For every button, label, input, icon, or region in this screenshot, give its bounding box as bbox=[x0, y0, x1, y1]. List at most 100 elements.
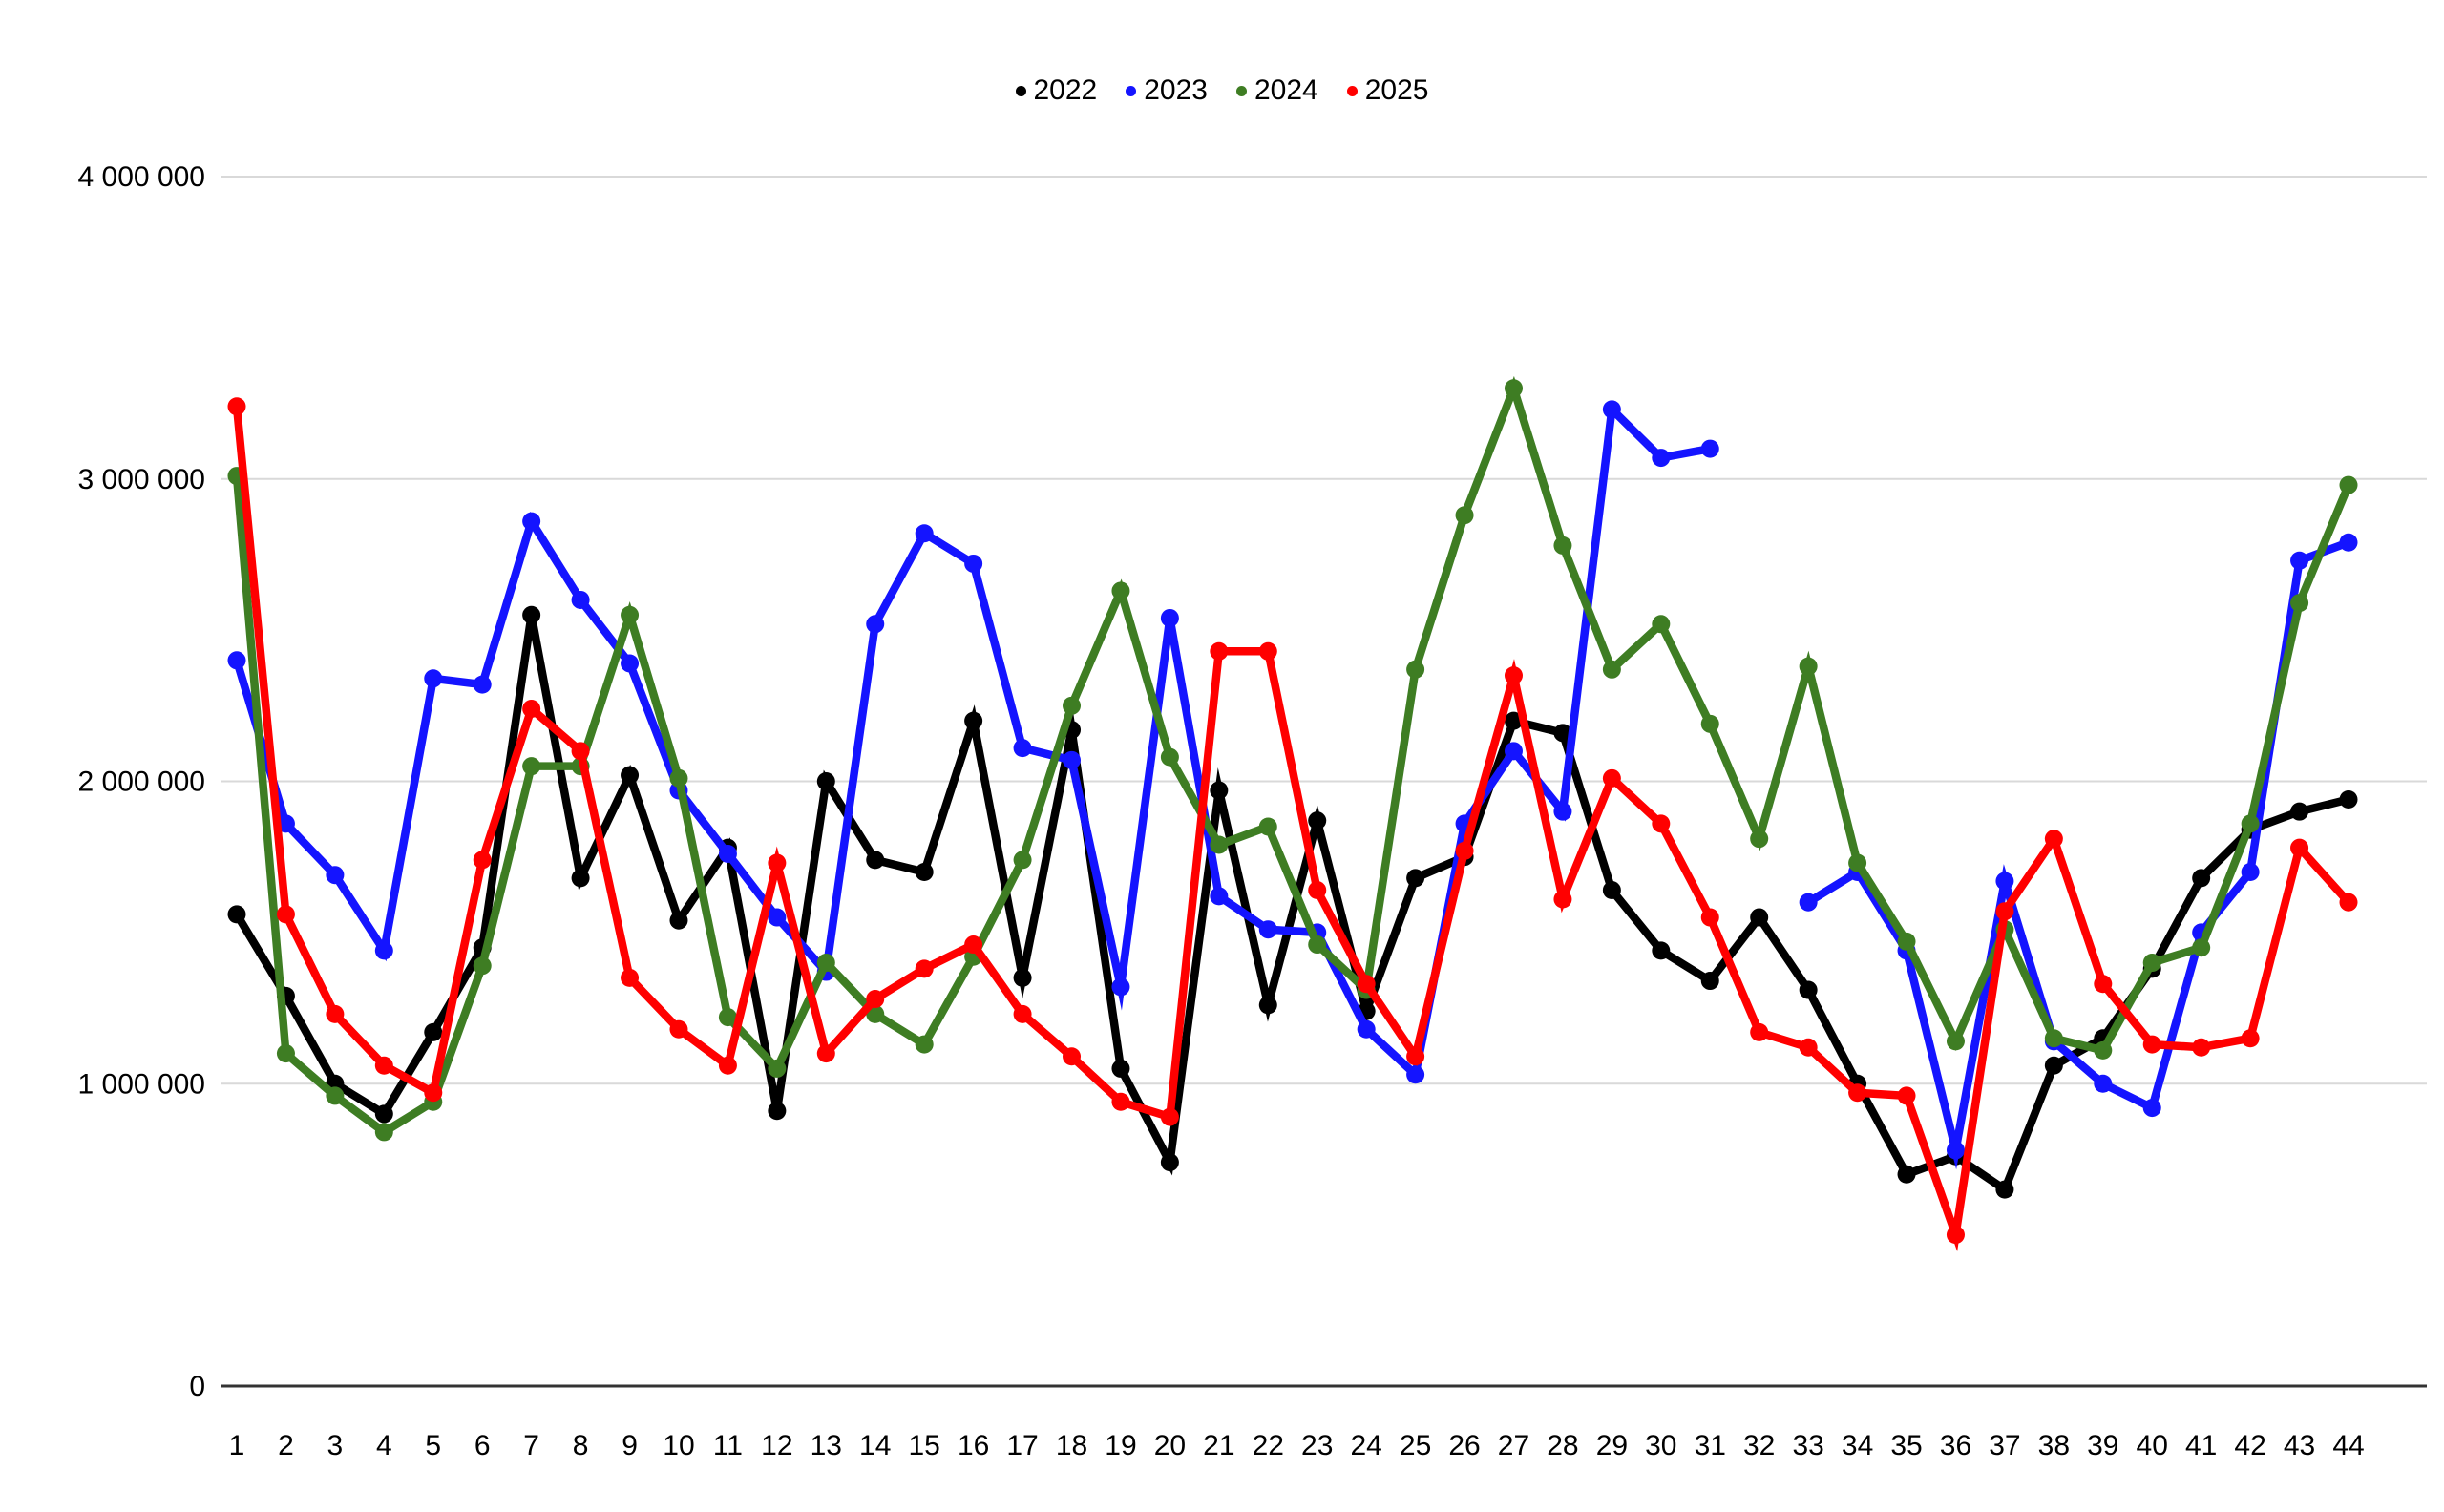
data-point-2025-week-33 bbox=[1799, 1038, 1818, 1057]
x-axis-tick-label: 4 bbox=[376, 1430, 392, 1461]
x-axis-tick-label: 37 bbox=[1989, 1430, 2020, 1461]
data-point-2024-week-35 bbox=[1897, 932, 1916, 951]
data-point-2025-week-14 bbox=[866, 990, 885, 1009]
data-point-2024-week-41 bbox=[2192, 938, 2211, 957]
data-point-2024-week-29 bbox=[1602, 660, 1621, 679]
data-point-2022-week-8 bbox=[571, 869, 590, 888]
data-point-2024-week-40 bbox=[2142, 954, 2161, 973]
data-point-2023-week-24 bbox=[1357, 1019, 1376, 1039]
data-point-2025-week-36 bbox=[1946, 1226, 1965, 1245]
data-point-2024-week-4 bbox=[374, 1123, 393, 1142]
x-axis-tick-label: 5 bbox=[425, 1430, 441, 1461]
x-axis-tick-label: 22 bbox=[1253, 1430, 1284, 1461]
x-axis-tick-label: 20 bbox=[1154, 1430, 1186, 1461]
x-axis-tick-label: 1 bbox=[229, 1430, 245, 1461]
data-point-2022-week-5 bbox=[424, 1022, 443, 1041]
data-point-2023-week-3 bbox=[326, 866, 345, 885]
x-axis-tick-label: 33 bbox=[1792, 1430, 1823, 1461]
data-point-2025-week-12 bbox=[768, 853, 787, 872]
data-point-2022-week-25 bbox=[1406, 869, 1425, 888]
data-point-2022-week-44 bbox=[2339, 790, 2358, 809]
data-point-2024-week-9 bbox=[621, 605, 640, 624]
data-point-2025-week-30 bbox=[1652, 814, 1671, 833]
x-axis-tick-label: 41 bbox=[2185, 1430, 2217, 1461]
data-point-2025-week-18 bbox=[1063, 1047, 1082, 1066]
legend-label-2024: 2024 bbox=[1254, 74, 1318, 106]
data-point-2022-week-28 bbox=[1553, 724, 1572, 743]
x-axis-tick-label: 42 bbox=[2234, 1430, 2265, 1461]
data-point-2022-week-38 bbox=[2044, 1056, 2063, 1075]
data-point-2024-week-38 bbox=[2044, 1029, 2063, 1048]
data-point-2022-week-1 bbox=[227, 905, 246, 924]
data-point-2024-week-6 bbox=[473, 956, 492, 976]
x-axis-tick-label: 11 bbox=[713, 1430, 743, 1461]
x-axis-tick-label: 9 bbox=[622, 1430, 638, 1461]
data-point-2024-week-44 bbox=[2339, 475, 2358, 494]
y-axis-tick-label: 4 000 000 bbox=[78, 161, 205, 193]
y-axis-tick-label: 1 000 000 bbox=[78, 1068, 205, 1100]
data-point-2024-week-19 bbox=[1111, 581, 1130, 600]
x-axis-tick-label: 44 bbox=[2332, 1430, 2364, 1461]
data-point-2022-week-20 bbox=[1160, 1153, 1179, 1172]
data-point-2022-week-29 bbox=[1602, 881, 1621, 900]
x-axis-tick-label: 15 bbox=[909, 1430, 940, 1461]
data-point-2023-week-27 bbox=[1504, 742, 1523, 761]
y-axis-tick-label: 3 000 000 bbox=[78, 464, 205, 495]
data-point-2023-week-37 bbox=[1995, 872, 2014, 891]
x-axis-tick-label: 25 bbox=[1400, 1430, 1431, 1461]
x-axis-tick-label: 28 bbox=[1547, 1430, 1578, 1461]
data-point-2024-week-20 bbox=[1160, 747, 1179, 766]
legend-bullet-2022 bbox=[1015, 85, 1026, 96]
data-point-2025-week-29 bbox=[1602, 768, 1621, 788]
data-point-2025-week-25 bbox=[1406, 1047, 1425, 1066]
x-axis-tick-label: 10 bbox=[663, 1430, 694, 1461]
data-point-2022-week-22 bbox=[1258, 996, 1277, 1015]
data-point-2022-week-21 bbox=[1210, 781, 1229, 800]
data-point-2025-week-1 bbox=[227, 397, 246, 416]
data-point-2025-week-20 bbox=[1160, 1107, 1179, 1126]
legend-label-2025: 2025 bbox=[1364, 74, 1429, 106]
legend-label-2022: 2022 bbox=[1033, 74, 1098, 106]
x-axis-tick-label: 34 bbox=[1842, 1430, 1873, 1461]
data-point-2024-week-26 bbox=[1455, 506, 1474, 525]
data-point-2023-week-22 bbox=[1258, 920, 1277, 939]
data-point-2023-week-39 bbox=[2094, 1074, 2113, 1093]
x-axis-tick-label: 12 bbox=[761, 1430, 792, 1461]
data-point-2024-week-31 bbox=[1700, 714, 1719, 733]
chart-legend: 2022 2023 2024 2025 bbox=[0, 74, 2444, 107]
data-point-2022-week-37 bbox=[1995, 1180, 2014, 1199]
data-point-2024-week-12 bbox=[768, 1059, 787, 1078]
data-point-2022-week-17 bbox=[1013, 968, 1032, 987]
x-axis-tick-label: 26 bbox=[1448, 1430, 1480, 1461]
series-line-2022 bbox=[233, 614, 2350, 1196]
data-point-2022-week-35 bbox=[1897, 1165, 1916, 1184]
data-point-2025-week-35 bbox=[1897, 1086, 1916, 1105]
data-point-2022-week-15 bbox=[915, 863, 934, 882]
y-axis-tick-label: 0 bbox=[189, 1371, 205, 1402]
data-point-2022-week-13 bbox=[816, 772, 835, 790]
data-point-2024-week-27 bbox=[1504, 379, 1523, 398]
x-axis-tick-label: 8 bbox=[573, 1430, 589, 1461]
data-point-2024-week-13 bbox=[816, 954, 835, 973]
data-point-2022-week-4 bbox=[374, 1104, 393, 1124]
data-point-2023-week-15 bbox=[915, 524, 934, 543]
data-point-2023-week-25 bbox=[1406, 1065, 1425, 1084]
data-point-2023-week-12 bbox=[768, 908, 787, 927]
legend-label-2023: 2023 bbox=[1144, 74, 1208, 106]
data-point-2025-week-42 bbox=[2241, 1029, 2260, 1048]
data-point-2023-week-28 bbox=[1553, 802, 1572, 821]
data-point-2024-week-10 bbox=[669, 768, 688, 788]
data-point-2025-week-3 bbox=[326, 1004, 345, 1023]
data-point-2025-week-39 bbox=[2094, 975, 2113, 994]
data-point-2025-week-10 bbox=[669, 1019, 688, 1039]
data-point-2022-week-23 bbox=[1308, 811, 1327, 830]
data-point-2024-week-23 bbox=[1308, 935, 1327, 955]
data-point-2025-week-28 bbox=[1553, 890, 1572, 909]
x-axis-tick-label: 23 bbox=[1301, 1430, 1333, 1461]
data-point-2025-week-37 bbox=[1995, 902, 2014, 921]
x-axis-tick-label: 39 bbox=[2087, 1430, 2118, 1461]
data-point-2023-week-9 bbox=[621, 654, 640, 673]
data-point-2023-week-30 bbox=[1652, 449, 1671, 468]
data-point-2023-week-19 bbox=[1111, 977, 1130, 997]
